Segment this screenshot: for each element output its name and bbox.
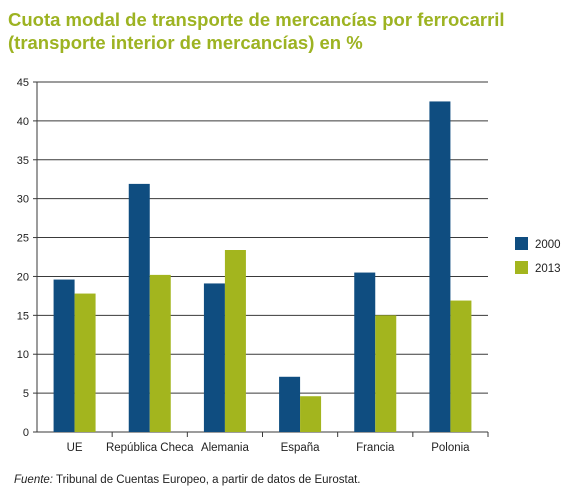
category-label: República Checa	[106, 442, 194, 454]
y-tick-label: 40	[17, 116, 29, 128]
bar-2013	[450, 300, 472, 432]
legend-label-2013: 2013	[535, 263, 561, 275]
y-tick-label: 0	[23, 427, 29, 439]
category-label: España	[281, 442, 321, 454]
bar-2000	[203, 283, 225, 432]
y-tick-label: 15	[17, 310, 29, 322]
category-label: Polonia	[431, 442, 470, 454]
chart-title-line-2: (transporte interior de mercancías) en %	[8, 32, 363, 53]
category-label: UE	[67, 442, 83, 454]
source-text: Tribunal de Cuentas Europeo, a partir de…	[53, 474, 361, 486]
legend-swatch-2000	[515, 237, 528, 250]
bar-2013	[300, 396, 322, 432]
y-tick-label: 10	[17, 349, 29, 361]
y-tick-label: 35	[17, 155, 29, 167]
bar-2000	[53, 279, 75, 432]
bar-2013	[149, 274, 171, 432]
source-prefix: Fuente:	[14, 474, 53, 486]
bar-2000	[128, 183, 150, 432]
category-label: Francia	[356, 442, 395, 454]
source-note: Fuente: Tribunal de Cuentas Europeo, a p…	[14, 474, 361, 486]
bar-2013	[74, 293, 96, 432]
y-tick-label: 5	[23, 388, 29, 400]
chart-title: Cuota modal de transporte de mercancías …	[8, 8, 568, 54]
y-tick-label: 20	[17, 271, 29, 283]
bar-2000	[279, 376, 301, 432]
legend-label-2000: 2000	[535, 239, 561, 251]
y-tick-label: 25	[17, 233, 29, 245]
bar-2000	[429, 101, 451, 432]
y-tick-label: 45	[17, 77, 29, 89]
bar-2000	[354, 272, 376, 432]
legend-swatch-2013	[515, 261, 528, 274]
bar-2013	[375, 315, 397, 432]
bar-2013	[224, 250, 246, 432]
y-tick-label: 30	[17, 194, 29, 206]
category-label: Alemania	[201, 442, 250, 454]
chart-title-line-1: Cuota modal de transporte de mercancías …	[8, 9, 505, 30]
